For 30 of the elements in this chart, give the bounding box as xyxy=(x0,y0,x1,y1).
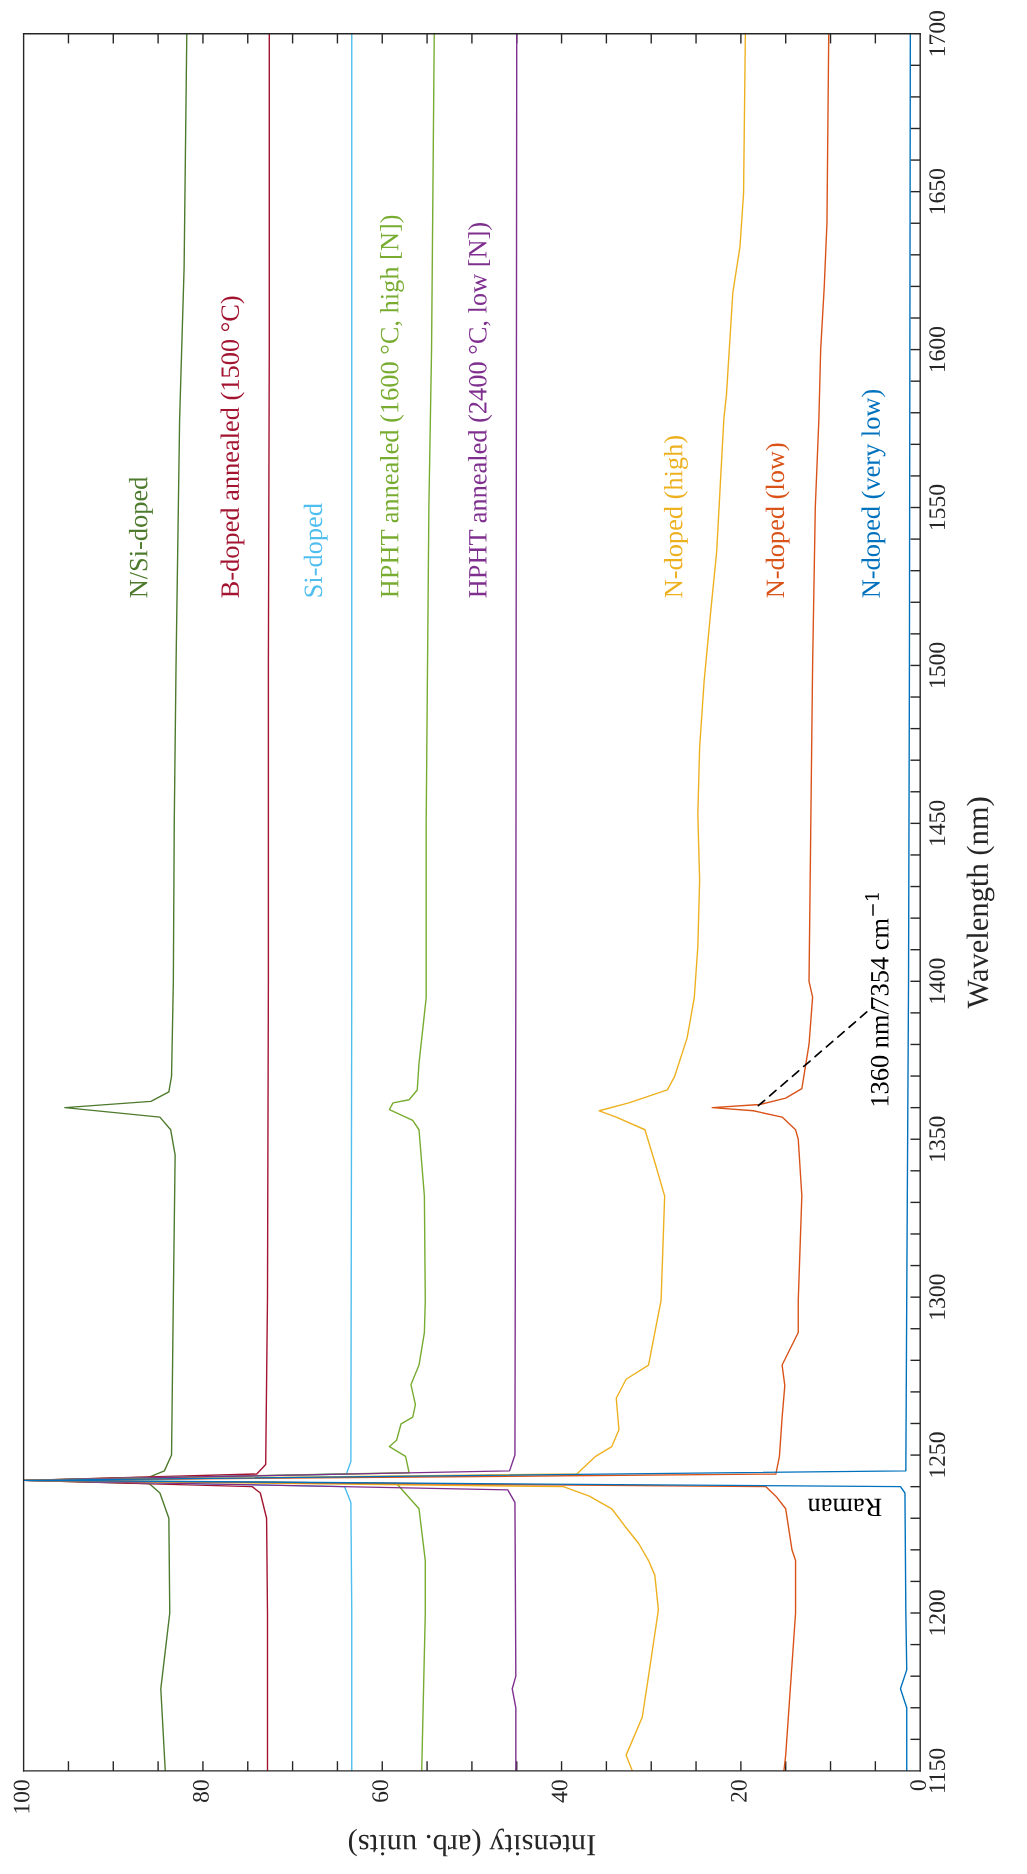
y-tick-label: 1150 xyxy=(929,1748,946,1793)
y-tick-label: 1700 xyxy=(929,11,946,56)
y-axis-title: Wavelength (nm) xyxy=(966,797,995,1009)
annotation: 1360 nm/7354 cm$^{−1}$ xyxy=(865,893,889,1106)
y-tick-label: 1300 xyxy=(929,1274,946,1319)
x-axis-title: Intensity (arb. units) xyxy=(348,1828,596,1857)
text: Si-doped xyxy=(303,503,328,597)
x-tick-label: 80 xyxy=(192,1780,209,1802)
text: HPHT annealed (1600 °C, high [N]) xyxy=(379,215,404,598)
text: N/Si-doped xyxy=(128,476,153,598)
x-tick-label: 40 xyxy=(551,1780,568,1803)
y-tick-label: 1500 xyxy=(929,642,946,687)
x-tick-label: 20 xyxy=(730,1780,747,1802)
x-tick-label: 0 xyxy=(910,1780,927,1791)
y-tick-label: 1250 xyxy=(929,1432,946,1477)
text: N-doped (very low) xyxy=(861,389,886,598)
y-tick-label: 1450 xyxy=(929,800,946,845)
y-tick-label: 1350 xyxy=(929,1116,946,1161)
y-tick-label: 1550 xyxy=(929,484,946,530)
x-tick-label: 100 xyxy=(13,1780,30,1813)
text: B-doped annealed (1500 °C) xyxy=(220,296,245,598)
annotation: Raman xyxy=(807,1498,882,1517)
text: N-doped (high) xyxy=(663,436,688,598)
y-tick-label: 1200 xyxy=(929,1590,946,1635)
y-tick-label: 1650 xyxy=(929,168,946,214)
text: HPHT annealed (2400 °C, low [N]) xyxy=(468,222,493,598)
y-tick-label: 1400 xyxy=(929,958,946,1003)
text: N-doped (low) xyxy=(765,443,790,598)
x-tick-label: 60 xyxy=(372,1780,389,1802)
y-tick-label: 1600 xyxy=(929,326,946,372)
